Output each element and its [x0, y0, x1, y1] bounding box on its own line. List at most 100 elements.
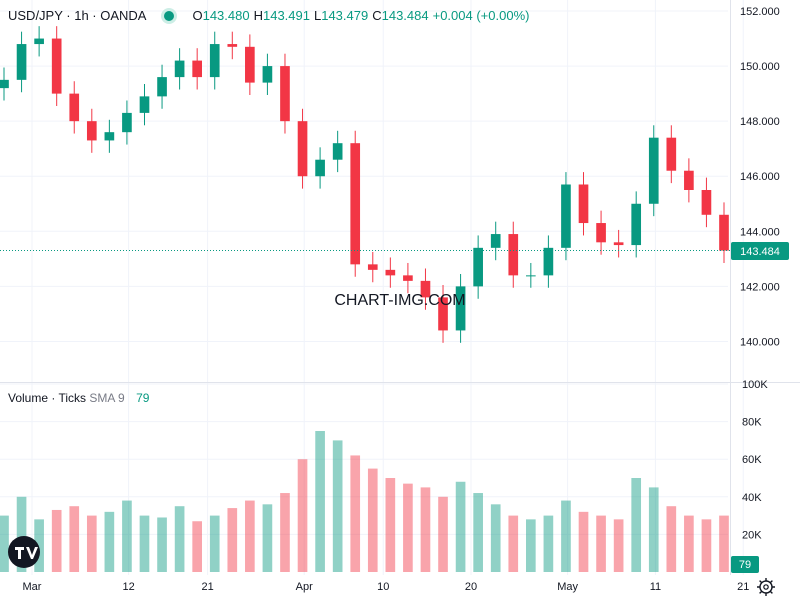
- volume-bar: [350, 455, 361, 572]
- candle: [684, 158, 694, 203]
- candle: [473, 235, 483, 299]
- candle: [227, 31, 238, 60]
- candle: [34, 26, 44, 57]
- price-tick-label: 148.000: [740, 116, 780, 128]
- last-price-label: 143.484: [740, 246, 780, 258]
- price-tick-label: 146.000: [740, 171, 780, 183]
- last-volume-label: 79: [739, 559, 751, 571]
- candle: [51, 26, 62, 107]
- volume-bar: [543, 515, 554, 572]
- volume-sma-label: SMA 9: [89, 391, 125, 405]
- volume-bar: [561, 500, 571, 572]
- low-value: 143.479: [321, 8, 369, 23]
- time-tick-label: Apr: [296, 581, 313, 593]
- volume-bar: [245, 500, 255, 572]
- candle: [666, 125, 677, 184]
- volume-bar: [104, 511, 115, 572]
- grid-layer: [0, 0, 744, 575]
- volume-bar: [684, 515, 694, 572]
- high-key: H: [253, 8, 263, 23]
- volume-sma-value: 79: [136, 391, 150, 405]
- tradingview-logo[interactable]: [8, 536, 40, 568]
- candle: [262, 53, 273, 95]
- candle: [578, 172, 589, 236]
- open-value: 143.480: [202, 8, 250, 23]
- volume-bar: [315, 431, 325, 572]
- volume-bar: [122, 500, 132, 572]
- candle: [438, 285, 448, 343]
- volume-bar: [455, 481, 466, 572]
- volume-bar: [526, 519, 536, 572]
- volume-bar: [262, 504, 273, 572]
- candle: [104, 119, 115, 153]
- time-tick-label: 12: [122, 581, 134, 593]
- candle: [209, 31, 220, 90]
- volume-bar: [192, 521, 202, 572]
- candle: [526, 262, 536, 288]
- volume-bar: [701, 519, 712, 572]
- volume-tick-label: 80K: [742, 417, 762, 429]
- volume-bar: [613, 519, 624, 572]
- volume-tick-label: 20K: [742, 529, 762, 541]
- candle: [596, 210, 606, 255]
- time-tick-label: 20: [465, 581, 477, 593]
- candle: [280, 53, 290, 134]
- price-tick-label: 150.000: [740, 61, 780, 73]
- candle: [139, 83, 150, 126]
- candle: [508, 221, 519, 288]
- volume-bars: [0, 431, 729, 572]
- high-value: 143.491: [262, 8, 310, 23]
- volume-bar: [297, 459, 308, 572]
- time-tick-label: 11: [650, 581, 661, 593]
- watermark: CHART-IMG.COM: [334, 292, 465, 309]
- volume-bar: [139, 515, 150, 572]
- price-tick-label: 152.000: [740, 6, 780, 18]
- volume-title[interactable]: Volume · Ticks: [8, 391, 87, 405]
- volume-bar: [69, 506, 80, 572]
- volume-bar: [332, 440, 343, 572]
- candle: [420, 268, 431, 310]
- last-volume-badge: 79: [731, 556, 759, 573]
- settings-gear-icon[interactable]: [757, 578, 775, 596]
- candle: [403, 262, 413, 294]
- open-key: O: [192, 8, 203, 23]
- volume-bar: [367, 468, 378, 572]
- volume-tick-label: 100K: [742, 379, 768, 391]
- volume-bar: [34, 519, 44, 572]
- volume-bar: [0, 515, 9, 572]
- candle: [631, 191, 642, 258]
- volume-bar: [631, 478, 642, 572]
- volume-bar: [420, 487, 431, 572]
- price-candles: [0, 26, 729, 343]
- volume-bar: [280, 493, 290, 572]
- candle: [297, 108, 308, 189]
- candle: [0, 67, 9, 101]
- candle: [701, 177, 712, 228]
- volume-axis: 20K 40K 60K 80K 100K: [742, 379, 768, 541]
- time-tick-label: 10: [377, 581, 389, 593]
- volume-bar: [174, 506, 185, 572]
- change-value: +0.004 (+0.00%): [432, 8, 530, 23]
- volume-bar: [16, 496, 27, 572]
- price-tick-label: 142.000: [740, 281, 780, 293]
- volume-bar: [403, 483, 413, 572]
- volume-bar: [490, 504, 501, 572]
- low-key: L: [313, 8, 322, 23]
- candle: [543, 235, 554, 288]
- price-tick-label: 140.000: [740, 336, 780, 348]
- volume-bar: [86, 515, 97, 572]
- volume-bar: [209, 515, 220, 572]
- close-value: 143.484: [381, 8, 429, 23]
- symbol-title[interactable]: USD/JPY · 1h · OANDA: [8, 8, 147, 23]
- candle: [385, 257, 396, 288]
- candle: [561, 172, 571, 261]
- legend-header: USD/JPY · 1h · OANDA O 143.480 H 143.491 L…: [8, 8, 529, 23]
- candle: [245, 34, 255, 95]
- candle: [332, 130, 343, 173]
- close-key: C: [372, 8, 382, 23]
- volume-bar: [648, 487, 659, 572]
- candle: [648, 125, 659, 217]
- candle: [613, 229, 624, 258]
